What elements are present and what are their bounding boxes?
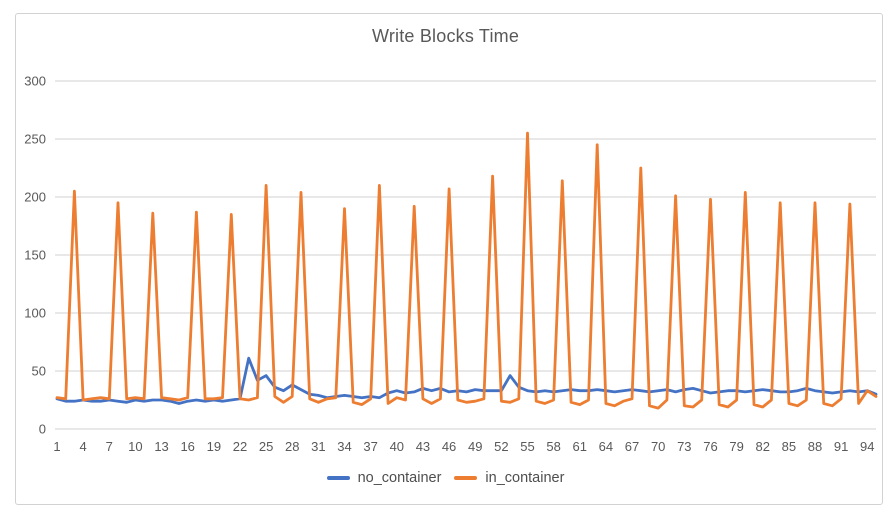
x-tick-label-16: 16 (180, 439, 194, 454)
x-tick-label-88: 88 (808, 439, 822, 454)
x-tick-label-46: 46 (442, 439, 456, 454)
x-tick-label-61: 61 (573, 439, 587, 454)
x-tick-label-79: 79 (729, 439, 743, 454)
legend-swatch-no-container (326, 476, 350, 480)
x-tick-label-52: 52 (494, 439, 508, 454)
legend-label-no-container: no_container (357, 470, 442, 486)
x-tick-label-91: 91 (834, 439, 848, 454)
x-tick-label-34: 34 (337, 439, 351, 454)
y-tick-label-0: 0 (39, 422, 46, 437)
x-tick-label-64: 64 (599, 439, 613, 454)
x-tick-label-4: 4 (80, 439, 87, 454)
x-tick-label-94: 94 (860, 439, 874, 454)
legend-swatch-in-container (454, 476, 478, 480)
x-tick-label-10: 10 (128, 439, 142, 454)
x-tick-label-40: 40 (390, 439, 404, 454)
x-tick-label-31: 31 (311, 439, 325, 454)
x-tick-label-82: 82 (755, 439, 769, 454)
chart-title: Write Blocks Time (371, 26, 520, 46)
chart-legend: no_container in_container (0, 467, 891, 489)
legend-label-in-container: in_container (485, 470, 565, 486)
y-tick-label-250: 250 (24, 132, 46, 147)
y-tick-label-50: 50 (32, 364, 46, 379)
y-tick-label-100: 100 (24, 306, 46, 321)
x-tick-label-37: 37 (363, 439, 377, 454)
x-tick-label-22: 22 (233, 439, 247, 454)
x-tick-label-55: 55 (520, 439, 534, 454)
legend-item-no-container: no_container (326, 470, 442, 486)
x-tick-label-7: 7 (106, 439, 113, 454)
x-tick-label-28: 28 (285, 439, 299, 454)
legend-item-in-container: in_container (454, 470, 564, 486)
x-tick-label-49: 49 (468, 439, 482, 454)
chart-card (15, 13, 883, 505)
x-tick-label-70: 70 (651, 439, 665, 454)
x-tick-label-67: 67 (625, 439, 639, 454)
y-tick-label-200: 200 (24, 190, 46, 205)
x-tick-label-13: 13 (154, 439, 168, 454)
series-line-in_container (55, 131, 878, 410)
x-tick-label-73: 73 (677, 439, 691, 454)
x-tick-label-43: 43 (416, 439, 430, 454)
x-tick-label-25: 25 (259, 439, 273, 454)
x-tick-label-85: 85 (782, 439, 796, 454)
series-line-no_container (55, 356, 878, 405)
x-tick-label-19: 19 (207, 439, 221, 454)
y-tick-label-300: 300 (24, 74, 46, 89)
x-tick-label-1: 1 (53, 439, 60, 454)
x-tick-label-58: 58 (546, 439, 560, 454)
y-tick-label-150: 150 (24, 248, 46, 263)
x-tick-label-76: 76 (703, 439, 717, 454)
